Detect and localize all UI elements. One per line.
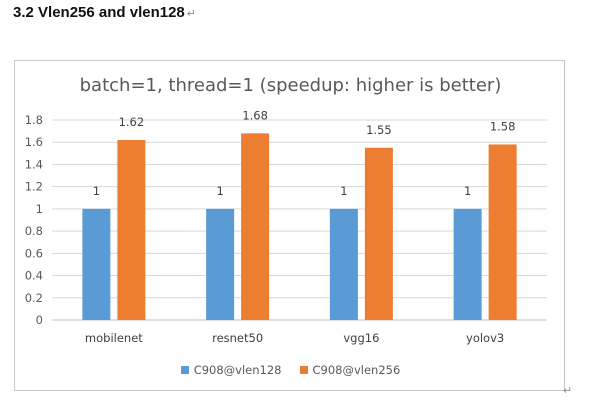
y-tick-label: 1.8 <box>25 113 43 127</box>
x-tick-label: vgg16 <box>343 331 379 345</box>
y-tick-label: 0.8 <box>25 224 43 238</box>
legend-swatch-series-2 <box>299 366 308 374</box>
bar-series-2 <box>241 133 270 320</box>
y-tick-label: 1.6 <box>25 135 43 149</box>
data-label: 1 <box>93 184 100 198</box>
paragraph-mark-icon: ↵ <box>186 8 196 20</box>
x-tick-label: resnet50 <box>212 331 263 345</box>
x-tick-label: mobilenet <box>85 331 143 345</box>
chart-plot: 0 0.2 0.4 0.6 0.8 1 1.2 1.4 1.6 1.8 1 1.62 mobilenet… <box>25 108 547 345</box>
heading-text: 3.2 Vlen256 and vlen128 <box>13 4 185 21</box>
data-label: 1.58 <box>490 119 516 133</box>
bar-series-2 <box>488 144 517 320</box>
legend-label-series-1: C908@vlen128 <box>193 363 282 377</box>
data-label: 1 <box>216 184 223 198</box>
end-paragraph-mark-icon: ↵ <box>563 385 573 397</box>
y-tick-label: 1 <box>36 202 43 216</box>
y-tick-label: 0.2 <box>25 291 43 305</box>
chart-legend: C908@vlen128 C908@vlen256 <box>15 363 566 377</box>
data-label: 1.68 <box>242 108 268 122</box>
bar-series-1 <box>453 208 482 320</box>
legend-swatch-series-1 <box>180 366 189 374</box>
bar-series-1 <box>329 208 358 320</box>
bar-series-1 <box>82 208 111 320</box>
document-heading: 3.2 Vlen256 and vlen128 ↵ <box>13 4 196 21</box>
chart-frame[interactable]: batch=1, thread=1 (speedup: higher is be… <box>14 60 565 391</box>
data-label: 1.55 <box>366 123 392 137</box>
data-label: 1.62 <box>119 115 145 129</box>
bar-series-2 <box>117 140 146 320</box>
y-tick-label: 0.4 <box>25 269 43 283</box>
bar-series-1 <box>206 208 235 320</box>
legend-item-series-2: C908@vlen256 <box>299 363 401 377</box>
y-tick-label: 0 <box>36 313 43 327</box>
data-label: 1 <box>464 184 471 198</box>
x-tick-label: yolov3 <box>466 331 504 345</box>
data-label: 1 <box>340 184 347 198</box>
legend-label-series-2: C908@vlen256 <box>312 363 401 377</box>
y-tick-label: 0.6 <box>25 246 43 260</box>
y-tick-label: 1.2 <box>25 180 43 194</box>
legend-item-series-1: C908@vlen128 <box>180 363 282 377</box>
bar-series-2 <box>364 147 393 320</box>
chart-title: batch=1, thread=1 (speedup: higher is be… <box>79 75 502 96</box>
y-tick-label: 1.4 <box>25 157 43 171</box>
